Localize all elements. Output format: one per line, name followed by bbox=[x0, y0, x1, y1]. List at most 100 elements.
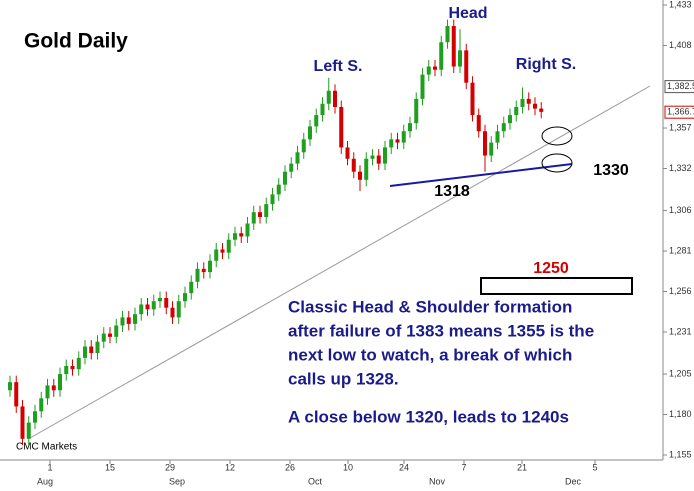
x-tick-label: 1 bbox=[47, 462, 52, 472]
month-label: Sep bbox=[169, 476, 185, 486]
candle-body bbox=[14, 382, 19, 407]
candle-body bbox=[358, 171, 362, 180]
candle-body bbox=[33, 411, 37, 423]
y-tick-label: 1,180 bbox=[669, 409, 692, 419]
month-label: Oct bbox=[308, 476, 323, 486]
month-label: Aug bbox=[37, 476, 53, 486]
comment: after failure of 1383 means 1355 is the bbox=[288, 321, 594, 340]
candle-body bbox=[495, 131, 500, 143]
candle-body bbox=[264, 204, 269, 218]
candle-body bbox=[151, 301, 156, 310]
candle-body bbox=[133, 314, 137, 324]
candle-body bbox=[245, 223, 250, 237]
candle-body bbox=[426, 66, 431, 75]
candle-body bbox=[139, 304, 144, 315]
x-tick-label: 5 bbox=[592, 462, 597, 472]
candle-body bbox=[270, 194, 275, 205]
candle-body bbox=[408, 123, 412, 132]
candle-body bbox=[170, 307, 175, 318]
candle-body bbox=[320, 103, 325, 116]
candle-body bbox=[101, 333, 106, 342]
candle-body bbox=[8, 382, 12, 391]
price-tag-label: 1,366.78 bbox=[667, 107, 694, 117]
candle-body bbox=[345, 147, 350, 159]
candle-body bbox=[108, 333, 112, 337]
candle-body bbox=[508, 115, 512, 124]
candle-body bbox=[164, 297, 169, 308]
y-tick-label: 1,281 bbox=[669, 245, 692, 255]
y-tick-label: 1,306 bbox=[669, 205, 692, 215]
x-tick-label: 21 bbox=[517, 462, 527, 472]
candle-body bbox=[526, 98, 531, 104]
trend-line bbox=[29, 85, 651, 439]
candle-body bbox=[83, 346, 87, 358]
candle-body bbox=[214, 249, 219, 261]
annotation: 1318 bbox=[434, 183, 470, 200]
candle-body bbox=[370, 155, 375, 159]
y-tick-label: 1,433 bbox=[669, 0, 692, 9]
comment: next low to watch, a break of which bbox=[288, 345, 572, 364]
candle-body bbox=[533, 103, 537, 109]
source: CMC Markets bbox=[16, 442, 77, 453]
candle-body bbox=[383, 147, 387, 164]
candle-body bbox=[64, 365, 69, 375]
candle-body bbox=[226, 239, 231, 253]
circle bbox=[541, 126, 573, 146]
candle-body bbox=[364, 158, 369, 180]
candle-body bbox=[251, 212, 256, 224]
candle-body bbox=[439, 42, 444, 70]
candle-body bbox=[201, 268, 206, 273]
candle-body bbox=[51, 385, 56, 391]
candle-body bbox=[445, 26, 450, 43]
candle-body bbox=[339, 106, 344, 148]
y-tick-label: 1,155 bbox=[669, 449, 692, 459]
chart-title: Gold Daily bbox=[24, 30, 128, 53]
candle-body bbox=[483, 131, 487, 156]
candle-body bbox=[489, 142, 494, 156]
month-label: Nov bbox=[429, 476, 446, 486]
comment: Classic Head & Shoulder formation bbox=[288, 297, 572, 316]
candle-body bbox=[114, 325, 119, 337]
candle-body bbox=[301, 139, 306, 153]
candle-body bbox=[20, 406, 25, 439]
candle-body bbox=[401, 131, 406, 143]
candle-body bbox=[539, 108, 544, 112]
price-tag bbox=[664, 80, 694, 94]
x-tick-label: 10 bbox=[343, 462, 353, 472]
candle-body bbox=[476, 115, 481, 132]
x-tick-label: 12 bbox=[225, 462, 235, 472]
annotation: Right S. bbox=[516, 56, 576, 73]
candle-body bbox=[208, 260, 212, 273]
candle-body bbox=[333, 90, 337, 107]
candle-body bbox=[295, 152, 300, 164]
candle-body bbox=[158, 297, 162, 302]
candle-body bbox=[514, 106, 519, 116]
y-tick-label: 1,231 bbox=[669, 326, 692, 336]
candle-body bbox=[420, 74, 425, 99]
x-tick-label: 7 bbox=[461, 462, 466, 472]
candle-body bbox=[220, 249, 225, 253]
annotation: 1250 bbox=[533, 260, 569, 277]
candle-body bbox=[89, 346, 94, 354]
candle-body bbox=[326, 90, 331, 104]
candle-body bbox=[176, 301, 181, 318]
price-tag-label: 1,382.58 bbox=[667, 81, 694, 91]
annotation: Left S. bbox=[314, 58, 363, 75]
comment: calls up 1328. bbox=[288, 369, 399, 388]
y-tick-label: 1,408 bbox=[669, 40, 692, 50]
candle-body bbox=[414, 98, 419, 124]
candle-body bbox=[464, 50, 469, 83]
target-box bbox=[480, 277, 633, 295]
comment: A close below 1320, leads to 1240s bbox=[288, 407, 569, 426]
candle-body bbox=[183, 293, 187, 302]
month-label: Dec bbox=[565, 476, 582, 486]
candle-body bbox=[451, 26, 456, 67]
candle-body bbox=[276, 184, 281, 195]
candle-body bbox=[395, 139, 400, 143]
candle-body bbox=[308, 126, 312, 140]
x-tick-label: 15 bbox=[105, 462, 115, 472]
annotation: 1330 bbox=[593, 162, 629, 179]
y-tick-label: 1,357 bbox=[669, 122, 692, 132]
candle-body bbox=[458, 50, 462, 67]
